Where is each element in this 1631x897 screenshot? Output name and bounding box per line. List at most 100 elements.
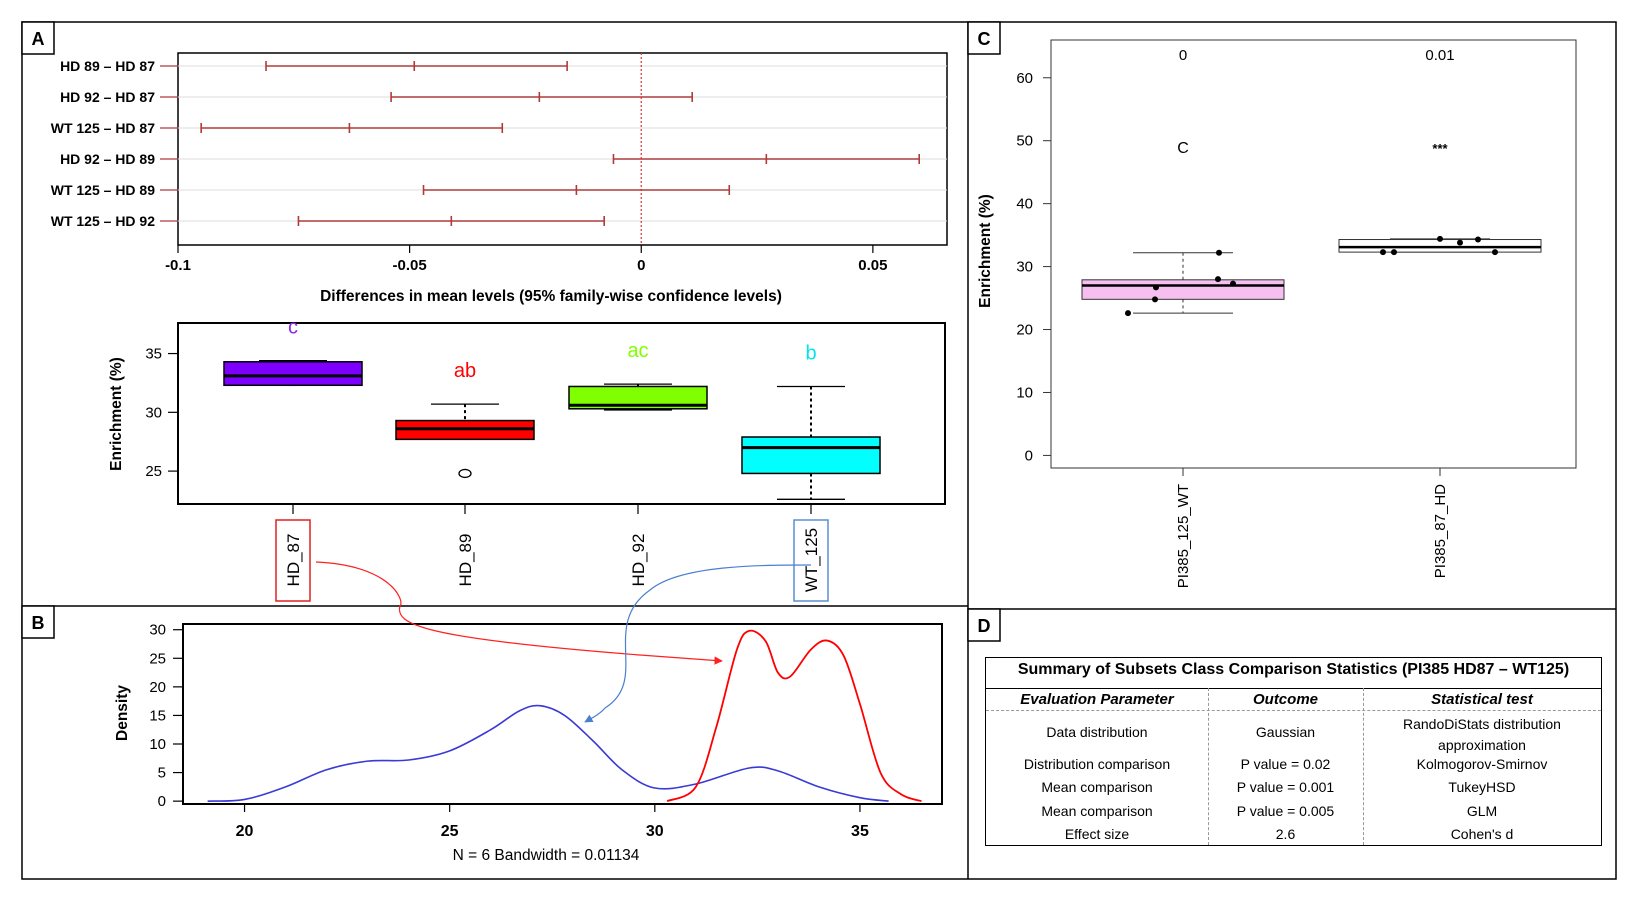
tukey-x-axis-label: Differences in mean levels (95% family-w… [320, 288, 782, 305]
density-y-tick-label: 25 [149, 650, 166, 667]
panel-d-label-box [967, 608, 1001, 642]
table-cell: RandoDiStats distribution approximation [1403, 716, 1561, 753]
boxplot-c-y-tick-label: 50 [1016, 133, 1033, 150]
panel-b-label-box [21, 605, 55, 639]
density-curve-wt125 [207, 704, 889, 802]
tukey-interval-chart: Differences in mean levels (95% family-w… [51, 52, 948, 305]
tukey-plot-frame [177, 52, 948, 246]
boxplot-a-group-highlight [275, 519, 311, 602]
boxplot-c-frame [1050, 39, 1577, 469]
panel-d-label: D [978, 616, 991, 636]
boxplot-c-data-point [1153, 284, 1159, 291]
density-x-tick-label: 20 [236, 823, 254, 840]
tukey-x-tick-label: -0.1 [165, 257, 191, 274]
tukey-comparison-label: HD 89 – HD 87 [60, 58, 155, 74]
subset-boxplot: Enrichment (%) 0 10 20 30 40 50 60 0 C PI385_125_… [977, 39, 1577, 588]
table-cell: GLM [1466, 803, 1498, 819]
density-y-tick-label: 15 [149, 707, 166, 724]
boxplot-a-frame [177, 322, 946, 505]
boxplot-a-y-axis-label: Enrichment (%) [108, 357, 125, 471]
boxplot-c-y-tick-label: 0 [1025, 447, 1033, 464]
boxplot-c-y-tick-label: 40 [1016, 196, 1033, 213]
boxplot-a-group-label: HD_89 [456, 534, 475, 587]
boxplot-a-outlier [458, 468, 472, 479]
table-cell: Effect size [1064, 826, 1130, 842]
boxplot-c-data-point [1215, 276, 1221, 283]
boxplot-c-y-axis-label: Enrichment (%) [977, 194, 994, 308]
boxplot-c-data-point [1216, 249, 1222, 256]
density-x-tick-label: 30 [646, 823, 664, 840]
boxplot-a-group-letter: b [805, 342, 816, 364]
group-boxplot: Enrichment (%) 25 30 35 c HD_87 ab HD_89 ac HD_9… [108, 317, 946, 602]
header-evaluation-parameter: Evaluation Parameter [1020, 691, 1174, 708]
density-x-tick-label: 25 [441, 823, 459, 840]
column-separator-1 [1208, 688, 1209, 845]
boxplot-c-y-tick-label: 60 [1016, 70, 1033, 87]
density-plot-frame [182, 623, 943, 805]
density-y-tick-label: 0 [158, 793, 166, 810]
arrow-wt125-to-blue-density [584, 564, 812, 723]
tukey-comparison-label: HD 92 – HD 87 [60, 89, 155, 105]
panel-c-label-box [967, 21, 1001, 55]
density-y-tick-label: 10 [149, 736, 166, 753]
boxplot-a-y-tick-label: 35 [145, 346, 162, 363]
boxplot-a-box [568, 385, 708, 410]
boxplot-c-significance-label: *** [1432, 141, 1448, 156]
boxplot-c-box [1081, 279, 1285, 300]
table-cell: Gaussian [1255, 724, 1316, 740]
boxplot-c-data-point [1437, 235, 1443, 242]
boxplot-a-box [223, 361, 363, 387]
summary-table-header: Evaluation Parameter Outcome Statistical… [986, 688, 1601, 711]
table-cell: Distribution comparison [1023, 756, 1171, 772]
boxplot-c-y-tick-label: 20 [1016, 322, 1033, 339]
boxplot-c-data-point [1492, 249, 1498, 256]
boxplot-c-data-point [1230, 280, 1236, 287]
tukey-comparison-label: WT 125 – HD 92 [51, 213, 155, 229]
boxplot-a-y-tick-label: 30 [145, 404, 162, 421]
tukey-x-tick-label: 0 [637, 257, 645, 274]
tukey-x-tick-label: 0.05 [858, 257, 887, 274]
tukey-comparison-label: WT 125 – HD 89 [51, 182, 155, 198]
boxplot-a-group-label: WT_125 [802, 528, 821, 592]
arrow-hd87-to-red-density [315, 561, 723, 665]
panel-b-label: B [32, 613, 45, 633]
boxplot-c-data-point [1457, 239, 1463, 246]
table-cell: Data distribution [1046, 724, 1148, 740]
density-x-axis-label: N = 6 Bandwidth = 0.01134 [453, 847, 640, 864]
boxplot-c-group-label: PI385_87_HD [1432, 484, 1449, 578]
boxplot-c-significance-label: C [1177, 140, 1189, 157]
table-cell: Kolmogorov-Smirnov [1416, 756, 1548, 772]
boxplot-c-data-point [1380, 249, 1386, 256]
tukey-comparison-label: WT 125 – HD 87 [51, 120, 155, 136]
panel-a-label: A [32, 29, 45, 49]
boxplot-a-group-label: HD_87 [284, 534, 303, 587]
density-y-axis-label: Density [114, 685, 131, 741]
boxplot-a-group-letter: c [288, 317, 298, 339]
tukey-x-tick-label: -0.05 [393, 257, 427, 274]
density-y-tick-label: 5 [158, 765, 166, 782]
summary-table: Summary of Subsets Class Comparison Stat… [985, 657, 1602, 846]
boxplot-a-group-letter: ab [454, 360, 476, 382]
header-outcome: Outcome [1252, 691, 1318, 708]
table-cell: Cohen's d [1450, 826, 1514, 842]
boxplot-a-group-label: HD_92 [629, 534, 648, 587]
table-cell: Mean comparison [1041, 803, 1153, 819]
table-cell: P value = 0.02 [1240, 756, 1331, 772]
boxplot-a-group-letter: ac [627, 340, 648, 362]
table-cell: 2.6 [1275, 826, 1296, 842]
header-separator [986, 710, 1601, 711]
density-chart: Density N = 6 Bandwidth = 0.01134 0 5 10 15… [114, 622, 943, 864]
table-cell: P value = 0.005 [1236, 803, 1335, 819]
boxplot-c-y-tick-label: 30 [1016, 259, 1033, 276]
boxplot-c-data-point [1152, 296, 1158, 303]
boxplot-a-box [741, 436, 881, 475]
boxplot-c-pvalue-label: 0 [1179, 47, 1187, 64]
tukey-comparison-label: HD 92 – HD 89 [60, 151, 155, 167]
table-cell: TukeyHSD [1448, 779, 1516, 795]
density-x-tick-label: 35 [851, 823, 869, 840]
boxplot-c-pvalue-label: 0.01 [1425, 47, 1454, 64]
panel-c-label: C [978, 29, 991, 49]
header-statistical-test: Statistical test [1431, 691, 1533, 708]
boxplot-c-y-tick-label: 10 [1016, 384, 1033, 401]
